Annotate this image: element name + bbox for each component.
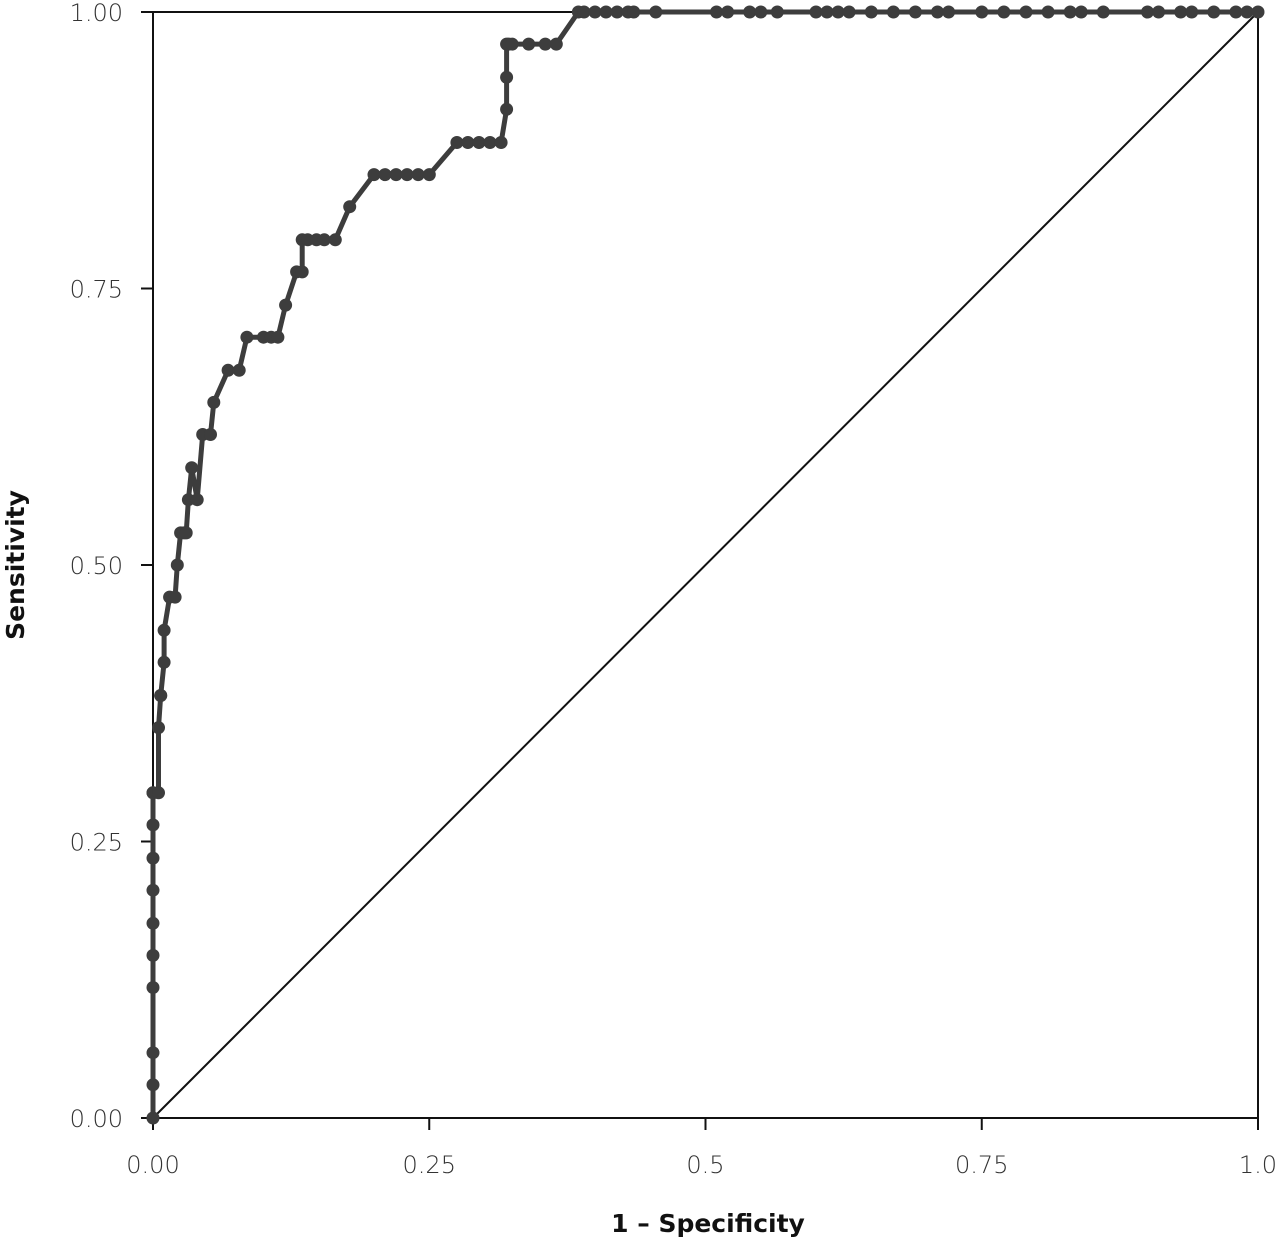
roc-data-point [411,168,425,182]
roc-data-point [232,363,246,377]
roc-data-point [588,5,602,19]
roc-data-point [204,428,217,441]
roc-data-point [146,1046,160,1060]
roc-data-point [389,168,403,182]
x-tick-label: 0.5 [686,1151,724,1179]
roc-data-point [1174,5,1188,19]
y-axis: 0.00 0.25 0.50 0.75 1.00 [70,0,153,1133]
roc-data-point [1041,5,1055,19]
roc-data-point [146,851,160,865]
roc-curve-points [146,5,1265,1125]
roc-data-point [170,558,184,572]
roc-data-point [483,136,497,149]
roc-data-point [343,200,357,214]
x-tick-label: 0.75 [955,1151,1008,1179]
roc-data-point [146,948,160,962]
roc-data-point [931,5,944,19]
y-tick-label: 0.00 [70,1105,123,1133]
roc-data-point [450,136,464,149]
roc-data-point [422,168,436,182]
roc-data-point [157,655,171,669]
roc-data-point [190,493,204,507]
roc-data-point [975,5,989,19]
roc-data-point [864,5,878,19]
x-axis-title: 1 – Specificity [611,1209,805,1238]
roc-data-point [1251,5,1265,19]
roc-data-point [400,168,414,182]
y-axis-title: Sensitivity [1,490,30,640]
roc-data-point [710,5,723,19]
roc-data-point [146,883,160,897]
roc-data-point [146,981,160,994]
roc-data-point [997,5,1011,19]
roc-data-point [1229,5,1243,19]
roc-data-point [1141,5,1154,19]
roc-data-point [168,590,182,604]
roc-data-point [649,5,663,19]
roc-data-point [279,298,293,312]
x-axis: 0.00 0.25 0.5 0.75 1.0 [126,1118,1277,1179]
roc-data-point [610,5,624,19]
roc-data-point [378,168,392,182]
y-tick-label: 0.75 [70,276,123,304]
roc-data-point [271,330,285,344]
roc-data-point [743,5,757,19]
roc-data-point [809,5,823,19]
roc-data-point [1019,5,1033,19]
roc-data-point [831,5,845,19]
roc-data-point [1240,5,1254,19]
roc-data-point [721,5,735,19]
roc-data-point [505,37,519,51]
roc-data-point [328,233,342,247]
roc-data-point [157,623,171,637]
roc-data-point [908,5,922,19]
x-tick-label: 0.25 [403,1151,456,1179]
roc-data-point [221,363,235,377]
roc-data-point [1063,5,1077,19]
roc-data-point [185,461,199,475]
roc-data-point [549,37,563,51]
roc-data-point [207,395,221,409]
roc-data-point [599,5,613,19]
roc-data-point [472,136,486,149]
roc-data-point [522,37,536,51]
y-tick-label: 0.25 [70,829,123,857]
x-tick-label: 0.00 [126,1151,179,1179]
roc-data-point [770,5,784,19]
roc-data-point [842,5,856,19]
reference-diagonal-line [152,11,1259,1119]
roc-data-point [886,5,900,19]
roc-data-point [295,265,309,279]
roc-data-point [146,1078,160,1092]
x-tick-label: 1.0 [1239,1151,1277,1179]
roc-data-point [1207,5,1221,19]
roc-data-point [1152,5,1166,19]
roc-data-point [152,786,165,800]
y-tick-label: 0.50 [70,552,123,580]
y-tick-label: 1.00 [70,0,123,27]
roc-data-point [500,102,514,116]
roc-data-point [461,136,475,149]
roc-data-point [500,70,514,84]
roc-data-point [538,37,552,51]
roc-data-point [146,1111,160,1125]
roc-data-point [317,233,331,247]
roc-data-point [942,5,956,19]
roc-data-point [577,5,591,19]
roc-data-point [146,916,160,930]
roc-data-point [1074,5,1088,19]
roc-data-point [367,168,381,182]
roc-data-point [154,689,168,702]
roc-data-point [1185,5,1199,19]
roc-data-point [494,136,508,149]
roc-data-point [1096,5,1110,19]
roc-data-point [240,330,254,344]
roc-data-point [754,5,768,19]
roc-data-point [627,5,641,19]
roc-data-point [152,721,165,735]
roc-data-point [179,526,193,540]
roc-data-point [820,5,834,19]
roc-data-point [146,818,160,832]
